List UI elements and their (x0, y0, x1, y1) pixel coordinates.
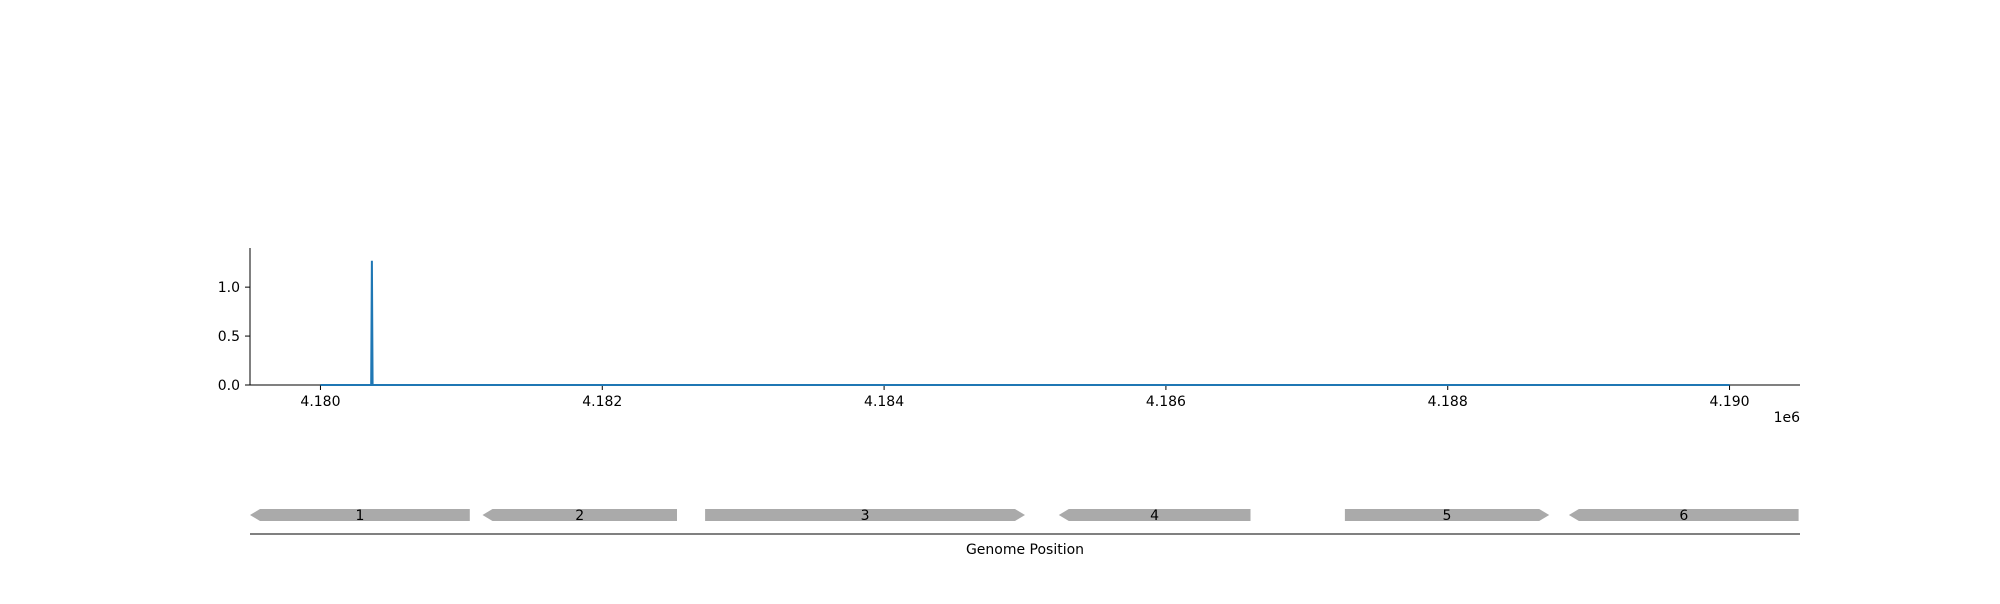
gene-feature-arrow (1344, 509, 1550, 521)
coverage-plot: 0.0 0.5 1.0 4.180 4.182 4.184 4.186 4.188 4.190… (218, 248, 1800, 426)
y-tick-label: 0.0 (218, 378, 240, 394)
gene-feature-label: 5 (1443, 508, 1452, 524)
gene-feature-label: 3 (861, 508, 870, 524)
gene-feature-label: 4 (1150, 508, 1159, 524)
gene-feature-label: 1 (355, 508, 364, 524)
y-tick-label: 1.0 (218, 280, 240, 296)
gene-feature-arrow (1058, 509, 1251, 521)
x-tick-label: 4.184 (864, 394, 904, 410)
x-tick-label: 4.182 (582, 394, 622, 410)
y-ticks: 0.0 0.5 1.0 (218, 280, 250, 394)
gene-feature-arrow (705, 509, 1025, 521)
gene-map: 1 2 3 4 5 6 Genome Position (250, 508, 1800, 558)
x-tick-label: 4.188 (1428, 394, 1468, 410)
gene-map-x-axis-label: Genome Position (966, 542, 1084, 558)
series-layer (320, 260, 1730, 386)
x-axis-offset-label: 1e6 (1774, 410, 1801, 426)
coverage-series-line (320, 260, 1730, 386)
y-tick-label: 0.5 (218, 329, 240, 345)
gene-feature-layer: 1 2 3 4 5 6 (250, 508, 1799, 524)
gene-feature-label: 2 (575, 508, 584, 524)
x-tick-label: 4.190 (1709, 394, 1749, 410)
gene-feature-arrow (482, 509, 677, 521)
gene-feature-arrow (250, 509, 470, 521)
x-ticks: 4.180 4.182 4.184 4.186 4.188 4.190 (300, 385, 1750, 410)
gene-feature-label: 6 (1679, 508, 1688, 524)
x-tick-label: 4.180 (300, 394, 340, 410)
x-tick-label: 4.186 (1146, 394, 1186, 410)
gene-feature-arrow (1568, 509, 1799, 521)
